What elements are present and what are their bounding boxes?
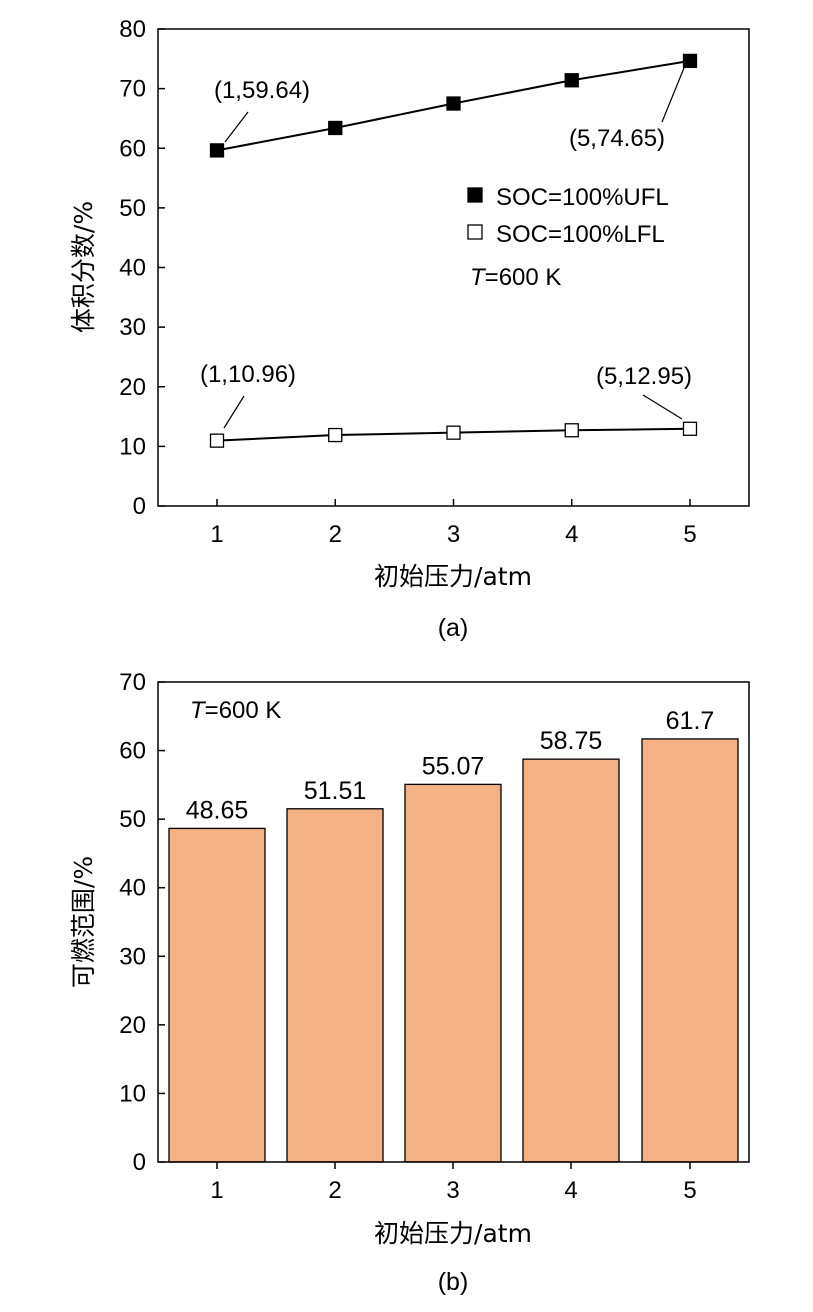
y-tick-label: 0 <box>133 493 146 520</box>
panel-a-legend: SOC=100%UFL SOC=100%LFL T=600 K <box>467 184 669 291</box>
annotation-leader <box>642 394 683 420</box>
panel-b-y-axis: 0 10 20 30 40 50 60 70 <box>119 669 165 1176</box>
bar <box>286 808 384 1163</box>
panel-a-y-axis: 0 10 20 30 40 50 60 70 80 <box>119 16 165 520</box>
y-tick-label: 20 <box>119 1012 146 1039</box>
x-tick-label: 4 <box>565 521 578 548</box>
y-tick-label: 0 <box>133 1149 146 1176</box>
y-tick-label: 60 <box>119 738 146 765</box>
y-tick-label: 30 <box>119 943 146 970</box>
data-point-lfl <box>564 423 579 438</box>
y-tick-label: 40 <box>119 875 146 902</box>
panel-a-condition-note: T=600 K <box>470 264 561 291</box>
x-tick-label: 3 <box>447 521 460 548</box>
x-tick-label: 5 <box>683 521 696 548</box>
panel-b-bars: 48.65 51.51 55.07 58.75 61.7 <box>168 707 739 1163</box>
bar-value-label: 48.65 <box>186 796 249 824</box>
data-point-lfl <box>209 433 225 448</box>
legend-label-lfl: SOC=100%LFL <box>496 221 665 248</box>
panel-b-x-axis-label: 初始压力/atm <box>374 1219 532 1248</box>
bar <box>522 758 620 1163</box>
panel-a-x-axis: 1 2 3 4 5 <box>210 499 697 548</box>
data-point-ufl <box>564 73 579 88</box>
x-tick-label: 2 <box>329 521 342 548</box>
data-point-ufl <box>328 120 343 136</box>
panel-a-annotations: (1,59.64) (5,74.65) (1,10.96) (5,12.95) <box>200 67 692 429</box>
y-tick-label: 10 <box>119 433 146 460</box>
panel-b-condition-note: T=600 K <box>190 697 281 724</box>
y-tick-label: 70 <box>119 76 146 103</box>
data-point-lfl <box>682 421 698 436</box>
x-tick-label: 1 <box>210 1177 223 1204</box>
legend-label-ufl: SOC=100%UFL <box>496 184 669 211</box>
panel-a-line-chart: 0 10 20 30 40 50 60 70 80 1 2 3 4 5 (1,59.64) (5,74.6… <box>69 16 750 642</box>
x-tick-label: 2 <box>328 1177 341 1204</box>
y-tick-label: 10 <box>119 1080 146 1107</box>
bar <box>404 783 502 1163</box>
bar-value-label: 55.07 <box>422 752 485 780</box>
y-tick-label: 40 <box>119 255 146 282</box>
bar-value-label: 61.7 <box>666 707 715 735</box>
annotation-label: (5,12.95) <box>596 363 692 390</box>
data-point-ufl <box>446 96 461 111</box>
annotation-label: (5,74.65) <box>569 125 665 152</box>
panel-b-y-axis-label: 可燃范围/% <box>69 856 98 988</box>
panel-a-series-group <box>209 53 698 448</box>
y-tick-label: 70 <box>119 669 146 696</box>
y-tick-label: 20 <box>119 374 146 401</box>
annotation-leader <box>224 111 249 143</box>
legend-marker-lfl <box>467 224 483 240</box>
panel-a-y-axis-label: 体积分数/% <box>69 201 98 333</box>
condition-rest: =600 K <box>485 264 562 291</box>
data-point-ufl <box>209 143 225 158</box>
condition-rest-b: =600 K <box>205 697 282 724</box>
y-tick-label: 30 <box>119 314 146 341</box>
bar <box>168 827 266 1163</box>
bar <box>641 738 739 1163</box>
y-tick-label: 80 <box>119 16 146 43</box>
bar-value-label: 58.75 <box>540 727 603 755</box>
annotation-label: (1,59.64) <box>214 77 310 104</box>
annotation-label: (1,10.96) <box>200 361 296 388</box>
panel-b-bar-chart: 48.65 51.51 55.07 58.75 61.7 0 10 20 30 40 50 60 70… <box>69 669 750 1296</box>
annotation-leader <box>223 395 245 429</box>
x-tick-label: 4 <box>564 1177 577 1204</box>
x-tick-label: 3 <box>446 1177 459 1204</box>
condition-italic-b: T <box>190 697 207 724</box>
panel-b-x-axis: 1 2 3 4 5 <box>210 1162 697 1204</box>
panel-b-label: (b) <box>438 1268 469 1296</box>
data-point-ufl <box>682 53 698 69</box>
panel-a-label: (a) <box>438 614 469 642</box>
data-point-lfl <box>446 425 461 440</box>
panel-a-x-axis-label: 初始压力/atm <box>374 562 532 591</box>
x-tick-label: 1 <box>210 521 223 548</box>
data-point-lfl <box>328 427 343 443</box>
condition-italic: T <box>470 264 487 291</box>
legend-marker-ufl <box>467 187 483 203</box>
bar-value-label: 51.51 <box>304 777 367 805</box>
y-tick-label: 50 <box>119 195 146 222</box>
y-tick-label: 50 <box>119 806 146 833</box>
y-tick-label: 60 <box>119 135 146 162</box>
x-tick-label: 5 <box>683 1177 696 1204</box>
annotation-leader <box>661 67 685 123</box>
